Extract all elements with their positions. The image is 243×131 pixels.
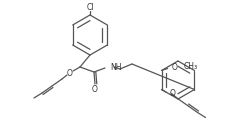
Text: O: O [92,84,98,94]
Text: O: O [67,69,73,78]
Text: O: O [172,63,177,72]
Text: Cl: Cl [86,4,94,12]
Text: NH: NH [110,62,122,72]
Text: CH₃: CH₃ [183,62,198,71]
Text: O: O [170,89,175,98]
